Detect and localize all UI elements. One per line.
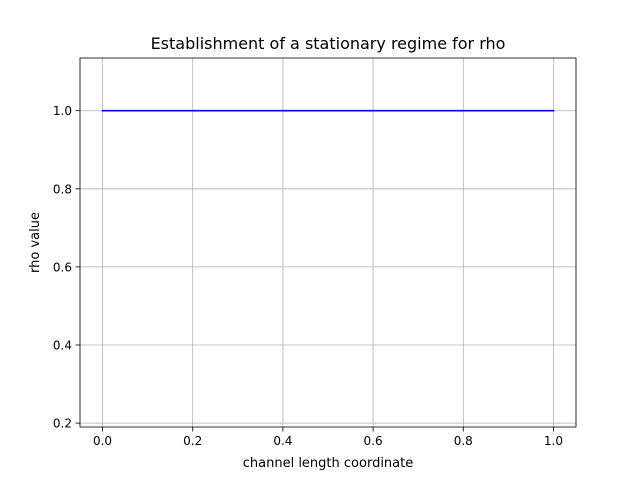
x-tick-label: 1.0: [544, 434, 563, 448]
x-tick-label: 0.2: [183, 434, 202, 448]
y-tick-label: 0.6: [53, 260, 72, 274]
y-tick-label: 0.4: [53, 339, 72, 353]
plot-frame: [79, 57, 577, 428]
x-tick-label: 0.8: [454, 434, 473, 448]
x-axis-label: channel length coordinate: [243, 456, 413, 471]
x-tick-label: 0.6: [364, 434, 383, 448]
x-tick-label: 0.0: [93, 434, 112, 448]
x-tick-label: 0.4: [273, 434, 292, 448]
chart-title: Establishment of a stationary regime for…: [151, 34, 506, 53]
y-tick-label: 0.8: [53, 182, 72, 196]
y-tick-label: 0.2: [53, 417, 72, 431]
y-tick-label: 1.0: [53, 104, 72, 118]
y-axis-label: rho value: [28, 212, 43, 273]
axis-ticks: 0.0 0.2 0.4 0.6 0.8 1.0 0.2 0.4 0.6 0.8 1.0: [53, 104, 563, 448]
